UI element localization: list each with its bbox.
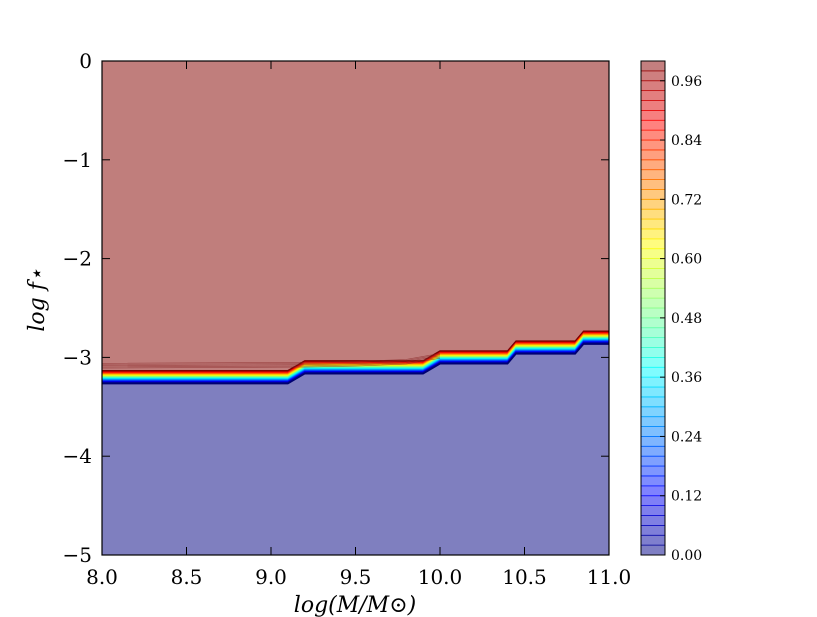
x-axis: 8.0 8.5 9.0 9.5 10.0 10.5 11.0 <box>86 61 631 589</box>
colorbar-bands <box>641 61 665 556</box>
fringe-line <box>102 355 441 367</box>
colorbar-band <box>641 337 665 348</box>
y-tick-label: −4 <box>63 444 92 468</box>
colorbar-band <box>641 505 665 516</box>
lower-region <box>102 337 609 555</box>
colorbar-band <box>641 189 665 200</box>
fringe-line <box>102 356 441 368</box>
colorbar-tick-label: 0.84 <box>671 133 702 149</box>
colorbar-band <box>641 347 665 358</box>
colorbar-band <box>641 159 665 171</box>
colorbar-ticks: 0.00 0.12 0.24 0.36 0.48 0.60 0.72 0.84 0.96 <box>660 74 702 564</box>
colorbar-band <box>641 466 665 477</box>
colorbar-band <box>641 90 665 101</box>
x-tick-label: 10.0 <box>418 565 463 589</box>
fringe-line <box>102 357 441 369</box>
x-tick-label: 8.0 <box>86 565 118 589</box>
colorbar-band <box>641 446 665 457</box>
colorbar-tick-label: 0.48 <box>671 311 702 327</box>
colorbar-tick-label: 0.60 <box>671 252 702 268</box>
colorbar-band <box>641 426 665 437</box>
colorbar-frame <box>640 60 666 556</box>
colorbar-band <box>641 308 665 319</box>
colorbar-band <box>641 367 665 378</box>
colorbar-band <box>641 258 665 269</box>
colorbar-band <box>641 416 665 427</box>
colorbar-tick-label: 0.36 <box>671 370 702 386</box>
colorbar-band <box>641 219 665 230</box>
y-axis: 0 −1 −2 −3 −4 −5 <box>63 49 609 567</box>
colorbar-band <box>641 278 665 289</box>
colorbar-band <box>641 209 665 220</box>
x-tick-label: 9.0 <box>255 565 287 589</box>
x-axis-label: log(M/M⊙) <box>294 593 416 617</box>
colorbar-tick-label: 0.96 <box>671 74 702 90</box>
fringe-line <box>102 354 441 365</box>
x-tick-label: 11.0 <box>587 565 632 589</box>
colorbar-band <box>641 169 665 180</box>
colorbar-band <box>641 248 665 259</box>
y-tick-label: 0 <box>79 49 92 73</box>
colorbar-band <box>641 298 665 309</box>
colorbar-band <box>641 228 665 240</box>
fringe-line <box>102 353 441 364</box>
colorbar-band <box>641 100 665 111</box>
colorbar-band <box>641 436 665 447</box>
colorbar-tick-label: 0.72 <box>671 192 702 208</box>
colorbar-band <box>641 475 665 487</box>
colorbar-band <box>641 61 665 72</box>
colorbar-band <box>641 130 665 141</box>
y-tick-label: −2 <box>63 247 92 271</box>
colorbar-band <box>641 377 665 388</box>
colorbar-band <box>641 120 665 131</box>
x-tick-label: 10.5 <box>502 565 547 589</box>
colorbar-band <box>641 140 665 151</box>
colorbar-band <box>641 179 665 190</box>
y-tick-label: −1 <box>63 148 92 172</box>
x-tick-label: 8.5 <box>171 565 203 589</box>
colorbar-band <box>641 485 665 497</box>
colorbar-tick-label: 0.24 <box>671 429 702 445</box>
contour-edge <box>102 343 609 385</box>
y-axis-label: log f⋆ <box>25 268 50 332</box>
colorbar-band <box>641 387 665 398</box>
y-tick-label: −3 <box>63 345 92 369</box>
colorbar-band <box>641 70 665 82</box>
colorbar-band <box>641 396 665 408</box>
colorbar-band <box>641 199 665 210</box>
plot-area <box>102 61 609 555</box>
colorbar-band <box>641 288 665 299</box>
colorbar-band <box>641 495 665 506</box>
colorbar-band <box>641 545 665 556</box>
colorbar-tick-label: 0.00 <box>671 548 702 564</box>
colorbar-band <box>641 515 665 526</box>
colorbar-band <box>641 525 665 536</box>
colorbar-band <box>641 238 665 250</box>
upper-fringe-lines <box>102 353 441 369</box>
x-tick-label: 9.5 <box>340 565 372 589</box>
colorbar-band <box>641 317 665 329</box>
colorbar-band <box>641 268 665 279</box>
colorbar-band <box>641 406 665 418</box>
colorbar-band <box>641 110 665 121</box>
colorbar-tick-label: 0.12 <box>671 489 702 505</box>
colorbar-band <box>641 357 665 368</box>
colorbar-band <box>641 327 665 339</box>
colorbar-band <box>641 80 665 92</box>
colorbar: 0.00 0.12 0.24 0.36 0.48 0.60 0.72 0.84 0.96 <box>640 60 702 564</box>
colorbar-band <box>641 149 665 161</box>
colorbar-band <box>641 535 665 546</box>
y-tick-label: −5 <box>63 543 92 567</box>
colorbar-band <box>641 456 665 467</box>
